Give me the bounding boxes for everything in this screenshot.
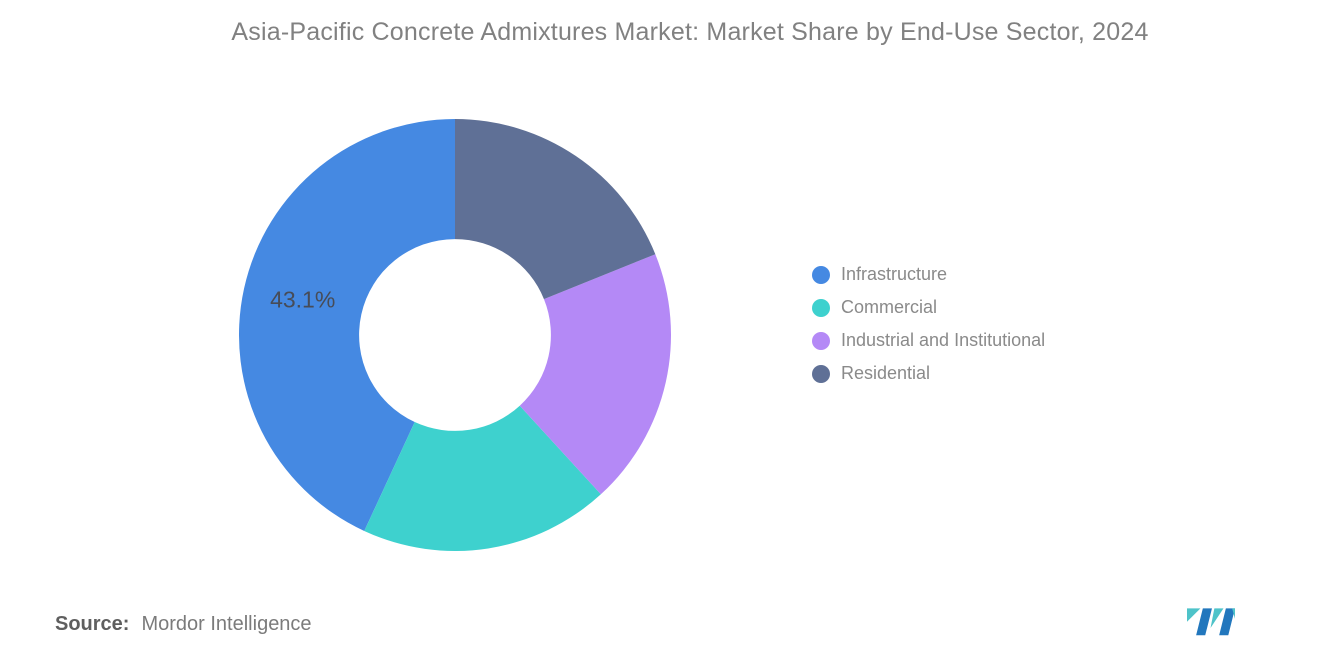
chart-title: Asia-Pacific Concrete Admixtures Market:… [231,18,1149,46]
logo-shape-teal-2 [1210,608,1224,628]
donut-slice-industrial-and-institutional[interactable] [519,254,671,495]
donut-slice-residential[interactable] [455,119,656,300]
logo-shape-teal-3 [1232,608,1235,619]
source-value: Mordor Intelligence [141,613,312,635]
slice-value-label: 43.1% [270,287,335,313]
mordor-intelligence-logo [1187,608,1235,636]
logo-shape-blue-1 [1196,608,1212,636]
donut-slice-infrastructure[interactable] [239,119,455,532]
legend-item-infrastructure[interactable]: Infrastructure [812,258,1045,291]
legend-item-commercial[interactable]: Commercial [812,291,1045,324]
legend-label: Industrial and Institutional [841,330,1046,350]
source-line: Source: Mordor Intelligence [55,613,312,636]
logo-shape-blue-2 [1219,608,1235,636]
donut-chart: 43.1% [239,119,671,551]
legend-item-industrial-and-institutional[interactable]: Industrial and Institutional [812,324,1045,357]
legend-label: Commercial [841,297,938,317]
legend-label: Residential [841,363,931,383]
source-label: Source: [55,613,130,635]
legend-swatch-commercial [812,298,830,317]
legend-label: Infrastructure [841,264,948,284]
logo-shape-teal-1 [1187,608,1201,622]
legend-swatch-infrastructure [812,265,830,284]
donut-slice-commercial[interactable] [364,405,601,551]
legend-swatch-industrial-and-institutional [812,331,830,350]
legend-swatch-residential [812,364,830,383]
legend-item-residential[interactable]: Residential [812,357,1045,390]
chart-legend: Infrastructure Commercial Industrial and I… [812,258,1045,390]
